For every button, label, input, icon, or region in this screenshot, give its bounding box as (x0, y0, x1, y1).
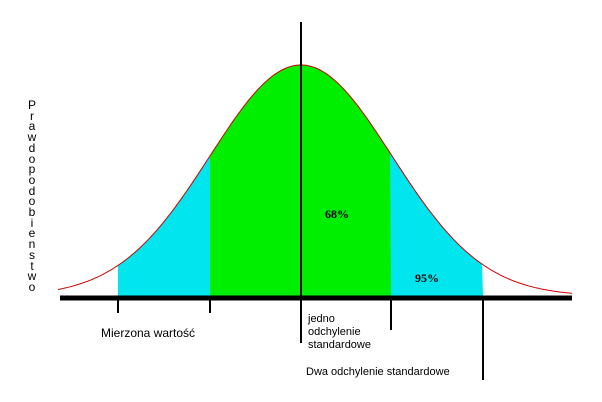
y-axis-label-char: t (30, 258, 34, 273)
one-sd-label-line2: odchylenie (308, 326, 361, 338)
y-axis-label-char: P (27, 98, 36, 112)
outer-percent-label: 95% (415, 271, 439, 285)
y-axis-label-char: o (28, 279, 36, 294)
y-axis-label-char: e (28, 226, 36, 241)
two-sd-label: Dwa odchylenie standardowe (306, 366, 450, 378)
y-axis-label-char: a (28, 119, 36, 134)
bell-curve (57, 64, 573, 294)
y-axis-label-char: o (28, 172, 36, 187)
measured-value-label: Mierzona wartość (101, 326, 196, 340)
y-axis-label-char: w (27, 269, 37, 284)
y-axis-label-char: r (30, 108, 34, 123)
y-axis-label-char: b (28, 205, 36, 220)
y-axis-label-char: n (28, 237, 36, 252)
one-sd-label-line1: jedno (308, 313, 335, 325)
y-axis-label-char: w (27, 130, 37, 145)
y-axis-label-char: o (28, 194, 36, 209)
y-axis-label-char: s (29, 247, 35, 262)
y-axis-label-char: d (28, 140, 36, 155)
y-axis-label-char: d (28, 183, 36, 198)
one-sd-label-line3: standardowe (308, 339, 371, 351)
y-axis-label-char: i (30, 215, 34, 230)
y-axis-label-char: p (28, 162, 36, 177)
inner-percent-label: 68% (325, 207, 349, 221)
y-axis-label-char: o (28, 151, 36, 166)
